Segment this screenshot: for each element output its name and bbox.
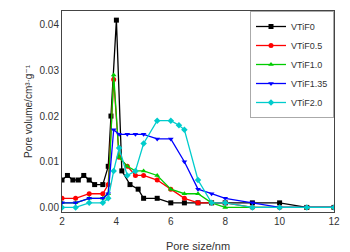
svg-text:6: 6 bbox=[168, 216, 174, 227]
svg-text:VTiF1.35: VTiF1.35 bbox=[291, 79, 327, 89]
svg-text:0.01: 0.01 bbox=[40, 156, 60, 167]
svg-text:4: 4 bbox=[114, 216, 120, 227]
svg-text:0.02: 0.02 bbox=[40, 111, 60, 122]
svg-text:0.00: 0.00 bbox=[40, 202, 60, 213]
svg-text:Pore volume/cm³·g⁻¹: Pore volume/cm³·g⁻¹ bbox=[23, 64, 34, 158]
svg-text:Pore size/nm: Pore size/nm bbox=[166, 240, 230, 252]
svg-text:2: 2 bbox=[59, 216, 65, 227]
svg-text:VTiF2.0: VTiF2.0 bbox=[291, 98, 322, 108]
svg-text:0.04: 0.04 bbox=[40, 19, 60, 30]
svg-text:8: 8 bbox=[222, 216, 228, 227]
svg-text:12: 12 bbox=[328, 216, 340, 227]
svg-text:0.03: 0.03 bbox=[40, 65, 60, 76]
svg-text:VTiF0: VTiF0 bbox=[291, 22, 315, 32]
svg-text:10: 10 bbox=[274, 216, 286, 227]
svg-text:VTiF1.0: VTiF1.0 bbox=[291, 60, 322, 70]
svg-text:VTiF0.5: VTiF0.5 bbox=[291, 41, 322, 51]
